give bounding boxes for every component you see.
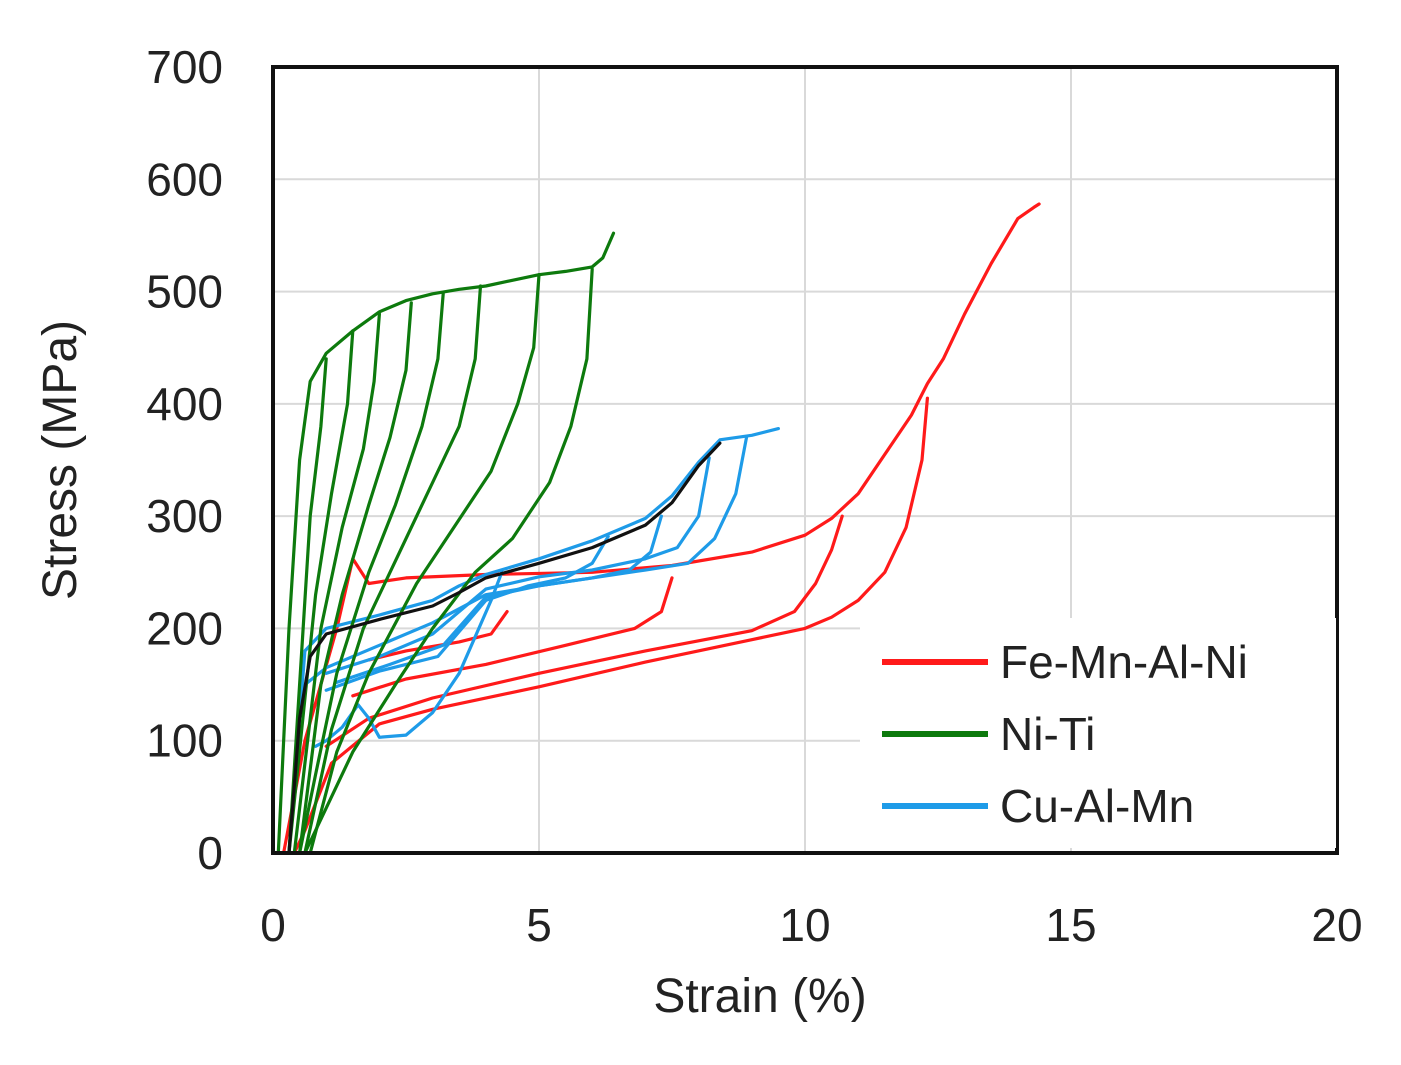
curve-ni-ti-4	[303, 284, 483, 855]
x-tick-label: 20	[1311, 899, 1362, 951]
x-tick-label: 15	[1045, 899, 1096, 951]
y-axis-title: Stress (MPa)	[34, 320, 87, 600]
curve-ni-ti-3	[308, 273, 541, 855]
tick-labels: 0 100 200 300 400 500 600 700 0 5 10 15 20	[146, 41, 1362, 951]
legend-label-cu-al-mn: Cu-Al-Mn	[1000, 780, 1194, 832]
curve-cu-al-mn-5	[324, 534, 610, 692]
curve-ni-ti-9	[287, 357, 328, 855]
curve-fe-mn-al-ni-5	[367, 610, 509, 662]
curve-highlight	[287, 441, 722, 855]
curve-fe-mn-al-ni-4	[351, 576, 674, 698]
legend-label-ni-ti: Ni-Ti	[1000, 708, 1095, 760]
curve-ni-ti-1	[276, 231, 616, 855]
curve-cu-al-mn-6	[314, 570, 504, 748]
curve-ni-ti-7	[292, 312, 381, 855]
legend-label-fe-mn-al-ni: Fe-Mn-Al-Ni	[1000, 636, 1248, 688]
x-tick-label: 10	[779, 899, 830, 951]
legend: Fe-Mn-Al-Ni Ni-Ti Cu-Al-Mn	[860, 618, 1336, 848]
y-tick-label: 0	[197, 827, 223, 879]
y-tick-label: 400	[146, 378, 223, 430]
curve-ni-ti-2	[303, 267, 594, 855]
curve-fe-mn-al-ni-2	[292, 396, 929, 855]
y-tick-label: 700	[146, 41, 223, 93]
y-tick-label: 200	[146, 602, 223, 654]
x-axis-title: Strain (%)	[653, 970, 866, 1023]
curve-ni-ti-5	[298, 292, 445, 855]
y-tick-label: 300	[146, 490, 223, 542]
curve-fe-mn-al-ni-1	[282, 202, 1041, 855]
x-tick-label: 5	[526, 899, 552, 951]
curve-fe-mn-al-ni-3	[324, 514, 844, 748]
curve-cu-al-mn-3	[324, 456, 711, 675]
curve-ni-ti-6	[298, 301, 413, 855]
data-curves	[276, 202, 1041, 855]
y-tick-label: 600	[146, 153, 223, 205]
curve-cu-al-mn-2	[303, 435, 749, 687]
y-tick-label: 100	[146, 715, 223, 767]
plot-frame	[271, 65, 1339, 855]
y-tick-label: 500	[146, 266, 223, 318]
x-tick-label: 0	[260, 899, 286, 951]
curve-cu-al-mn-4	[335, 514, 663, 684]
curve-cu-al-mn-1	[287, 427, 780, 855]
